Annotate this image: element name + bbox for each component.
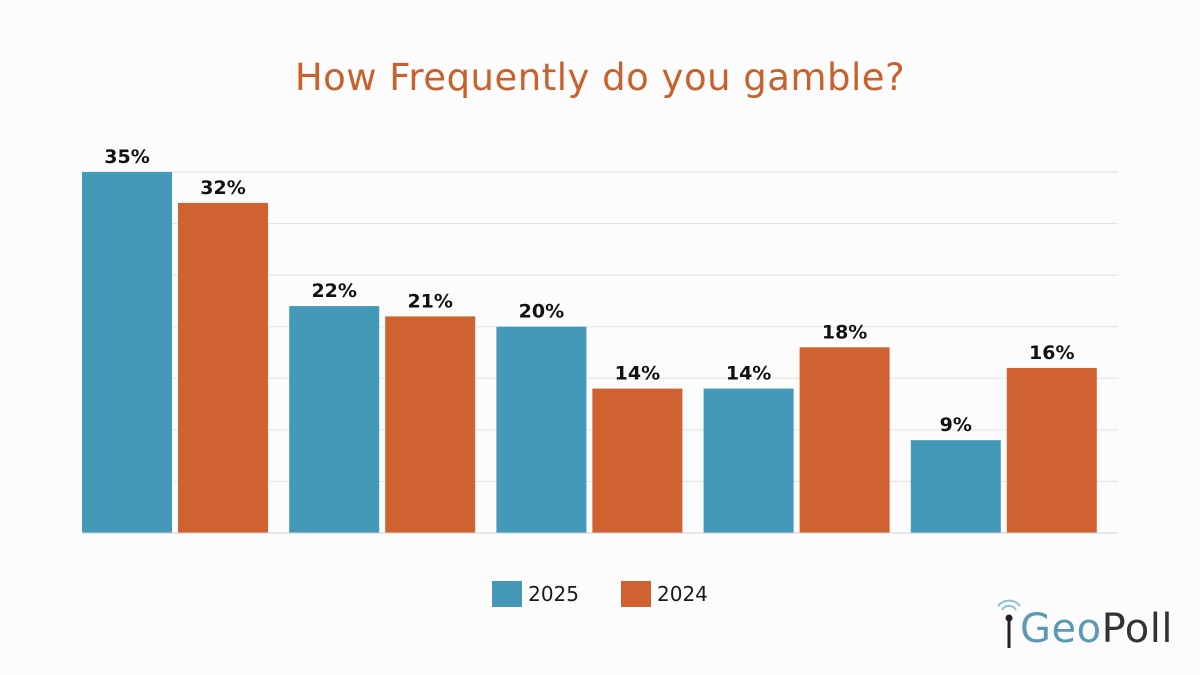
- legend-swatch: [492, 581, 523, 607]
- logo-text-geo: Geo: [1020, 606, 1102, 652]
- signal-icon: [997, 599, 1021, 648]
- value-label: 9%: [940, 414, 972, 436]
- legend-item-2024: 2024: [621, 581, 708, 607]
- legend-swatch: [621, 581, 651, 607]
- geopoll-logo: GeoPoll: [990, 598, 1180, 658]
- bar-2025-0: [82, 172, 172, 533]
- value-label: 21%: [407, 290, 452, 312]
- value-label: 16%: [1029, 342, 1074, 364]
- logo-text: GeoPoll: [1020, 606, 1173, 652]
- value-label: 14%: [726, 363, 771, 385]
- bar-2025-1: [289, 306, 380, 533]
- logo-text-poll: Poll: [1101, 606, 1173, 652]
- bar-2024-3: [799, 347, 890, 533]
- value-label: 14%: [615, 363, 660, 385]
- legend-label: 2024: [657, 582, 708, 606]
- value-label: 35%: [104, 146, 149, 168]
- value-label: 32%: [200, 177, 245, 199]
- bar-2024-2: [592, 388, 683, 533]
- bar-2025-4: [910, 440, 1001, 533]
- bar-2024-4: [1006, 367, 1097, 533]
- bar-2025-2: [496, 326, 587, 533]
- bars: [82, 172, 1097, 533]
- bar-chart: 35% 32% 22% 21% 20% 14% 14% 18% 9% 16%: [82, 146, 1118, 534]
- legend-item-2025: 2025: [492, 581, 579, 607]
- chart-title: How Frequently do you gamble?: [294, 56, 906, 99]
- legend-label: 2025: [528, 582, 579, 606]
- value-label: 18%: [822, 321, 867, 343]
- value-label: 22%: [311, 280, 356, 302]
- legend: 2025 2024: [0, 581, 1200, 607]
- bar-2024-1: [385, 316, 476, 533]
- bar-2024-0: [178, 202, 268, 533]
- bar-2025-3: [703, 388, 794, 533]
- value-label: 20%: [519, 301, 564, 323]
- value-labels: 35% 32% 22% 21% 20% 14% 14% 18% 9% 16%: [104, 146, 1074, 436]
